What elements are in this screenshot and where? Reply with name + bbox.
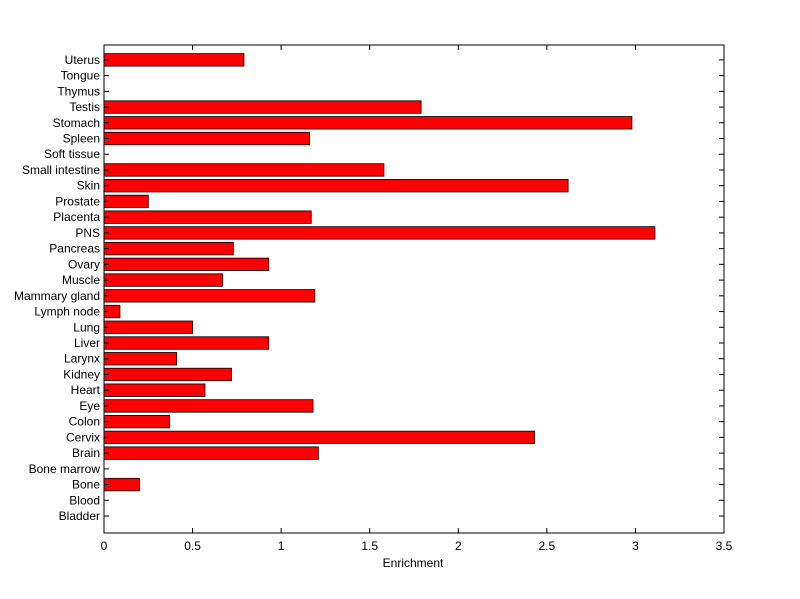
y-tick-label: Mammary gland <box>14 289 100 303</box>
y-tick-label: Blood <box>69 493 100 507</box>
x-axis-label: Enrichment <box>383 556 444 570</box>
x-tick-label: 2.5 <box>539 539 556 553</box>
bar <box>103 257 270 272</box>
x-axis: 0 0.5 1 1.5 2 2.5 3 3.5 <box>101 45 733 553</box>
y-tick-label: Skin <box>77 179 100 193</box>
bar <box>103 399 314 413</box>
bar <box>103 352 178 366</box>
bar <box>103 116 633 130</box>
x-tick-label: 2 <box>455 539 462 553</box>
y-tick-label: Liver <box>74 336 100 350</box>
bar <box>103 131 310 146</box>
y-tick-label: Bladder <box>59 509 100 523</box>
x-tick-label: 0.5 <box>184 539 201 553</box>
y-tick-label: Ovary <box>68 257 100 271</box>
y-tick-label: PNS <box>75 226 100 240</box>
bar <box>103 415 170 429</box>
bar <box>103 477 140 492</box>
bar <box>103 226 656 240</box>
bar <box>103 289 316 303</box>
bar <box>103 383 206 397</box>
x-tick-label: 1.5 <box>361 539 378 553</box>
y-tick-label: Soft tissue <box>44 147 100 161</box>
x-tick-label: 3.5 <box>716 539 733 553</box>
bar <box>103 241 234 256</box>
x-tick-label: 3 <box>632 539 639 553</box>
bar <box>103 336 270 350</box>
y-tick-label: Muscle <box>62 273 100 287</box>
y-tick-label: Brain <box>72 446 100 460</box>
y-tick-label: Eye <box>79 399 100 413</box>
y-tick-label: Spleen <box>63 132 100 146</box>
y-tick-label: Colon <box>69 415 100 429</box>
y-tick-label: Heart <box>71 383 101 397</box>
bars-group <box>103 53 656 492</box>
y-tick-label: Kidney <box>63 367 100 381</box>
y-tick-label: Lung <box>73 320 100 334</box>
y-tick-label: Tongue <box>61 69 101 83</box>
bar <box>103 194 149 209</box>
x-tick-label: 0 <box>101 539 108 553</box>
y-tick-label: Stomach <box>53 116 100 130</box>
y-tick-label: Larynx <box>64 352 100 366</box>
bar <box>103 210 312 224</box>
bar <box>103 53 245 67</box>
y-tick-label: Bone marrow <box>29 462 101 476</box>
y-tick-label: Bone <box>72 478 100 492</box>
y-tick-label: Lymph node <box>34 305 100 319</box>
y-tick-label: Cervix <box>66 430 100 444</box>
bar <box>103 446 319 460</box>
y-tick-label: Thymus <box>57 84 100 98</box>
bar <box>103 320 193 334</box>
bar <box>103 430 535 445</box>
y-tick-label: Prostate <box>55 194 100 208</box>
bar <box>103 163 385 177</box>
y-tick-label: Placenta <box>53 210 100 224</box>
y-tick-label: Testis <box>69 100 100 114</box>
bar <box>103 179 569 193</box>
x-tick-label: 1 <box>278 539 285 553</box>
y-tick-label: Small intestine <box>22 163 100 177</box>
y-tick-label: Uterus <box>65 53 100 67</box>
bar <box>103 100 422 114</box>
bar <box>103 273 224 287</box>
y-tick-label: Pancreas <box>49 242 100 256</box>
bar <box>103 367 232 382</box>
